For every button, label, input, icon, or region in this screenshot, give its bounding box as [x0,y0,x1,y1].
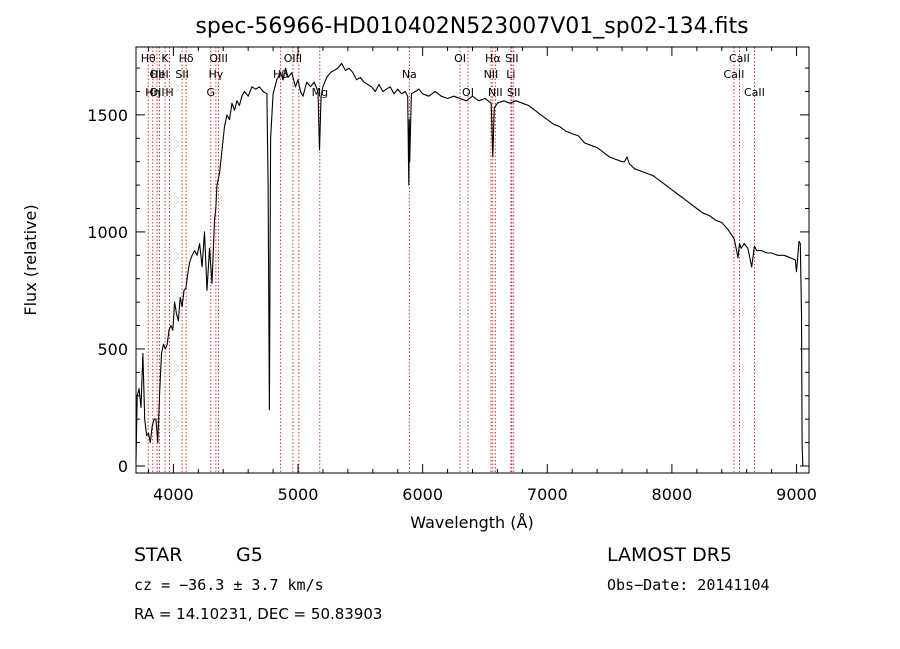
line-marker-label: Hγ [208,68,223,81]
line-marker-label: NII [488,86,503,99]
coordinates: RA = 14.10231, DEC = 50.83903 [134,605,382,623]
x-tick-label: 4000 [153,485,194,504]
line-marker-label: SII [507,86,520,99]
line-marker-label: NII [484,68,499,81]
line-marker-label: K [161,52,169,65]
obs-date: Obs−Date: 20141104 [607,576,770,594]
y-tick-label: 1500 [87,106,128,125]
line-marker-label: Mg [312,86,328,99]
redshift-text: cz = −36.3 ± 3.7 km/s [134,576,324,594]
y-tick-label: 0 [118,457,128,476]
chart-title: spec-56966-HD010402N523007V01_sp02-134.f… [195,14,748,39]
x-tick-label: 8000 [652,485,693,504]
line-marker-label: OII [149,68,164,81]
line-marker-label: OII [149,86,164,99]
line-marker-label: Hθ [141,52,156,65]
line-marker-label: SII [175,68,188,81]
line-marker-label: OIII [284,52,302,65]
line-marker-label: Li [506,68,515,81]
spectrum-line [135,62,804,467]
x-axis-label: Wavelength (Å) [410,513,533,532]
line-marker-label: CaII [724,68,745,81]
object-class: STAR [134,544,182,566]
line-marker-label: H [165,86,173,99]
line-marker-label: OI [454,52,466,65]
y-tick-label: 500 [97,340,128,359]
line-marker-label: SII [505,52,518,65]
line-marker-label: OI [462,86,474,99]
line-marker-label: Hδ [179,52,194,65]
plot-frame [135,46,810,474]
line-marker-label: Hα [485,52,501,65]
line-marker-label: Na [402,68,417,81]
survey-name: LAMOST DR5 [607,544,732,566]
line-marker-label: CaII [744,86,765,99]
spectral-line-labels: HθHηOIIOIIHeIKHSIIHδGHγOIIIHβOIIIMgNaOIO… [141,52,765,99]
x-axis-ticks: 4000 5000 6000 7000 8000 9000 [147,47,817,504]
subclass: G5 [236,544,263,566]
line-marker-label: Hη [145,86,160,99]
x-tick-label: 6000 [402,485,443,504]
x-tick-label: 5000 [278,485,319,504]
line-marker-label: OIII [209,52,227,65]
y-axis-ticks: 0 500 1000 1500 [87,67,809,476]
x-tick-label: 9000 [776,485,817,504]
spectral-line-markers [147,47,755,473]
line-marker-label: CaII [729,52,750,65]
line-marker-label: HeI [150,68,168,81]
y-axis-label: Flux (relative) [21,204,40,315]
line-marker-label: G [207,86,216,99]
x-tick-label: 7000 [527,485,568,504]
y-tick-label: 1000 [87,223,128,242]
